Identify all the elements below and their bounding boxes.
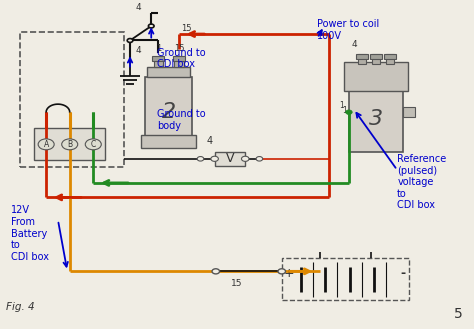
Bar — [357, 54, 366, 64]
Bar — [356, 54, 367, 59]
Text: V: V — [226, 152, 234, 165]
Text: 4: 4 — [207, 136, 213, 146]
Text: 2: 2 — [162, 102, 176, 122]
Bar — [215, 152, 245, 166]
Bar — [145, 77, 192, 147]
Text: Ground to
CDI box: Ground to CDI box — [157, 48, 206, 69]
Text: C: C — [91, 140, 96, 149]
Text: 5: 5 — [455, 307, 463, 321]
Text: 4: 4 — [135, 3, 141, 12]
Text: 3: 3 — [369, 109, 383, 129]
Circle shape — [148, 24, 154, 28]
Bar — [154, 58, 163, 67]
Circle shape — [212, 269, 219, 274]
Bar — [370, 54, 382, 59]
Circle shape — [127, 38, 133, 42]
Circle shape — [38, 139, 54, 150]
Text: 15: 15 — [231, 279, 243, 289]
Circle shape — [346, 110, 352, 114]
Circle shape — [85, 139, 101, 150]
Text: Fig. 4: Fig. 4 — [6, 302, 35, 312]
Bar — [384, 54, 396, 59]
Text: Ground to
body: Ground to body — [157, 109, 206, 131]
Text: 1: 1 — [339, 101, 344, 110]
Bar — [282, 259, 409, 300]
Text: 15: 15 — [182, 24, 192, 33]
Text: B: B — [67, 140, 72, 149]
Text: Reference
(pulsed)
voltage
to
CDI box: Reference (pulsed) voltage to CDI box — [397, 154, 447, 210]
Bar — [147, 67, 190, 77]
Text: 1: 1 — [155, 44, 161, 53]
Circle shape — [211, 156, 219, 162]
Text: -: - — [401, 266, 406, 280]
Circle shape — [197, 157, 204, 161]
Text: A: A — [44, 140, 49, 149]
Bar — [141, 135, 196, 147]
Bar — [20, 32, 124, 167]
Bar — [35, 128, 105, 161]
Text: 4: 4 — [135, 46, 141, 55]
Circle shape — [256, 157, 263, 161]
Bar — [152, 56, 164, 61]
Text: 1: 1 — [342, 106, 346, 115]
Bar — [174, 58, 184, 67]
Text: 15: 15 — [174, 44, 184, 53]
Text: Power to coil
100V: Power to coil 100V — [317, 19, 379, 40]
Text: 4: 4 — [352, 40, 357, 49]
Circle shape — [62, 139, 78, 150]
Circle shape — [278, 269, 285, 274]
Bar — [403, 107, 415, 117]
Bar — [349, 72, 403, 152]
Bar — [386, 54, 394, 64]
Bar — [372, 54, 380, 64]
Bar — [344, 63, 408, 91]
Text: 12V
From
Battery
to
CDI box: 12V From Battery to CDI box — [11, 205, 49, 262]
Circle shape — [241, 156, 249, 162]
Text: +: + — [283, 266, 294, 280]
Bar — [173, 56, 185, 61]
